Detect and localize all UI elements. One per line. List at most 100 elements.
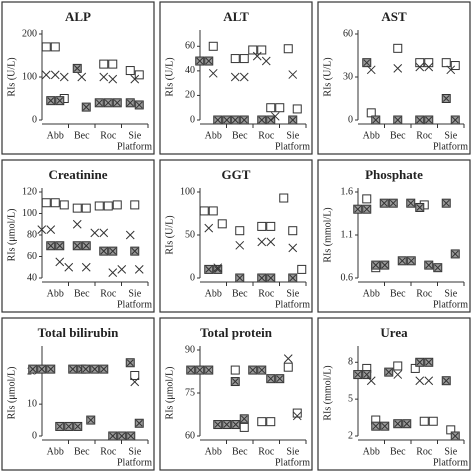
data-point: [288, 243, 298, 253]
data-point: [441, 94, 451, 103]
data-point: [257, 417, 267, 427]
x-tick-label: Abb: [47, 130, 64, 141]
x-tick-label: Sie: [128, 288, 141, 299]
data-point: [41, 198, 51, 208]
y-tick-label: 8: [348, 357, 353, 368]
y-axis-label: RIs (U/L): [322, 57, 333, 96]
data-point: [59, 72, 69, 82]
data-point: [90, 364, 100, 374]
data-point: [134, 70, 144, 80]
data-point: [117, 265, 127, 274]
data-point: [50, 70, 60, 80]
y-tick-label: 0: [348, 114, 353, 125]
data-point: [257, 273, 267, 283]
x-axis-label: Platform: [117, 141, 152, 152]
data-point: [86, 415, 96, 425]
data-point: [257, 365, 267, 375]
data-point: [415, 357, 425, 367]
y-tick-label: 60: [27, 251, 37, 262]
data-point: [384, 367, 394, 377]
x-tick-label: Roc: [416, 288, 433, 299]
data-point: [428, 416, 438, 426]
data-point: [402, 419, 412, 429]
data-point: [266, 374, 276, 384]
y-tick-label: 1.1: [341, 229, 354, 240]
data-point: [55, 96, 65, 106]
x-tick-label: Sie: [286, 130, 299, 141]
data-point: [239, 414, 249, 424]
data-point: [46, 364, 56, 374]
data-point: [134, 265, 144, 274]
data-point: [353, 370, 363, 380]
data-point: [50, 198, 60, 208]
y-tick-label: 120: [22, 186, 37, 197]
data-point: [230, 115, 240, 125]
data-point: [433, 263, 443, 273]
y-axis-label: RIs (μmol/L): [164, 367, 175, 420]
data-point: [380, 260, 390, 270]
y-tick-label: 80: [27, 229, 37, 240]
y-axis-label: RIs (U/L): [164, 215, 175, 254]
x-tick-label: Sie: [286, 288, 299, 299]
data-point: [230, 54, 240, 64]
data-point: [68, 364, 78, 374]
x-tick-label: Abb: [205, 288, 222, 299]
data-point: [199, 206, 209, 216]
data-point: [204, 264, 214, 274]
x-tick-label: Abb: [47, 288, 64, 299]
x-tick-label: Bec: [74, 446, 90, 457]
data-point: [130, 200, 140, 210]
data-point: [99, 72, 109, 82]
data-point: [77, 72, 87, 82]
data-point: [130, 377, 140, 387]
data-point: [371, 115, 381, 125]
x-tick-label: Bec: [232, 130, 248, 141]
data-point: [441, 198, 451, 208]
x-tick-label: Bec: [232, 446, 248, 457]
y-tick-label: 0: [32, 114, 37, 125]
data-point: [134, 100, 144, 110]
data-point: [55, 241, 65, 251]
data-point: [288, 70, 298, 79]
x-tick-label: Sie: [444, 130, 457, 141]
y-axis-label: RIs (mmol/L): [322, 207, 333, 262]
data-point: [406, 198, 416, 208]
y-tick-label: 20: [185, 90, 195, 101]
panel-frame: [1, 1, 155, 155]
y-tick-label: 0: [32, 430, 37, 441]
x-tick-label: Roc: [416, 130, 433, 141]
data-point: [406, 256, 416, 266]
x-tick-label: Abb: [47, 446, 64, 457]
data-point: [257, 221, 267, 231]
data-point: [55, 421, 65, 431]
x-tick-label: Roc: [100, 288, 117, 299]
y-axis-label: RIs (μmol/L): [6, 367, 17, 420]
data-point: [257, 237, 267, 247]
y-tick-label: 60: [185, 41, 195, 52]
data-point: [371, 260, 381, 270]
data-point: [125, 66, 135, 76]
data-point: [213, 115, 223, 125]
x-tick-label: Sie: [128, 130, 141, 141]
x-tick-label: Abb: [363, 446, 380, 457]
y-tick-label: 40: [27, 272, 37, 283]
data-point: [108, 431, 118, 441]
data-point: [270, 111, 280, 121]
data-point: [125, 98, 135, 108]
y-axis-label: RIs (U/L): [164, 57, 175, 96]
data-point: [424, 115, 434, 125]
data-point: [362, 58, 372, 68]
data-point: [379, 198, 389, 208]
data-point: [239, 115, 249, 125]
data-point: [130, 74, 140, 84]
data-point: [125, 358, 135, 368]
data-point: [415, 202, 425, 212]
data-point: [186, 365, 196, 375]
data-point: [288, 273, 298, 283]
x-tick-label: Abb: [205, 130, 222, 141]
y-tick-label: 30: [343, 71, 353, 82]
x-tick-label: Roc: [258, 288, 275, 299]
data-point: [99, 228, 109, 238]
